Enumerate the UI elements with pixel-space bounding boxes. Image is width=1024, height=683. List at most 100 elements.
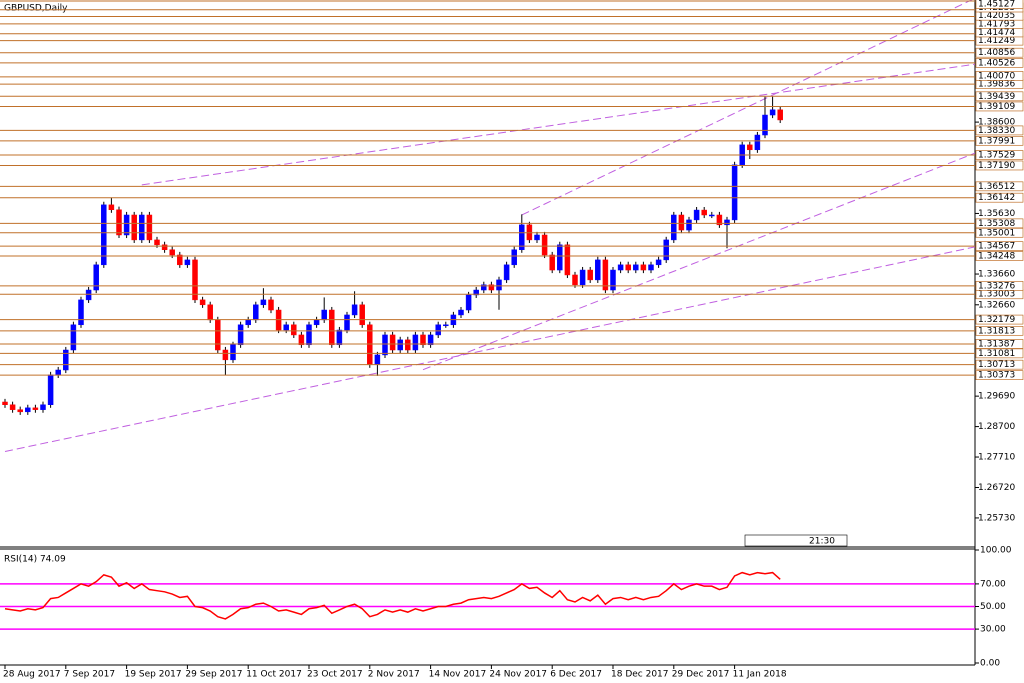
candle-body [693, 209, 700, 221]
y-tick-label: 1.28700 [978, 422, 1015, 432]
x-tick-label: 24 Nov 2017 [489, 670, 547, 680]
candle-body [283, 324, 289, 331]
candle-body [123, 214, 130, 236]
candle-body [777, 109, 783, 121]
candle-body [640, 264, 647, 271]
y-tick-label: 1.26720 [978, 483, 1015, 493]
candle-body [63, 349, 69, 371]
candle-body [291, 324, 297, 336]
candle-body [762, 114, 768, 136]
candle-body [93, 264, 99, 291]
level-label-box [975, 370, 1024, 380]
candle-body [237, 324, 244, 346]
timer-box: 21:30 [744, 534, 848, 547]
level-label: 1.42035 [978, 11, 1015, 21]
level-label-box [975, 339, 1024, 349]
candle-body [511, 249, 517, 266]
candle-body [412, 334, 419, 351]
candle-body [625, 264, 631, 271]
level-label-box [975, 325, 1024, 336]
candle-body [587, 269, 593, 281]
level-label: 1.30373 [978, 371, 1015, 381]
candle-body [564, 244, 571, 276]
level-label-box [975, 280, 1024, 291]
y-tick-label: 0.00 [980, 659, 1000, 669]
candle-body [595, 259, 601, 281]
level-label: 1.39109 [978, 102, 1015, 112]
candle-body [519, 224, 525, 250]
candle-body [473, 289, 479, 296]
candle-body [443, 324, 449, 327]
level-label: 1.45127 [978, 0, 1015, 10]
level-label: 1.31081 [978, 349, 1015, 359]
x-tick-label: 14 Nov 2017 [429, 670, 487, 680]
y-tick-label: 100.00 [980, 546, 1012, 556]
level-label-box [975, 241, 1024, 251]
candle-body [465, 294, 472, 311]
candle-body [754, 134, 761, 151]
level-label: 1.30713 [978, 360, 1015, 370]
candle-body [268, 299, 274, 311]
level-label-box [975, 101, 1024, 112]
level-label-box [975, 251, 1024, 261]
candle-body [336, 329, 343, 346]
level-label-box [975, 0, 1024, 9]
candle-body [382, 334, 388, 356]
x-tick-label: 11 Jan 2018 [733, 670, 787, 680]
candle-body [488, 284, 495, 291]
level-label-box [975, 192, 1024, 203]
candle-body [321, 309, 327, 321]
candle-body [709, 214, 715, 217]
level-label: 1.31813 [978, 326, 1015, 336]
rsi-line [4, 571, 781, 620]
level-label-box [975, 227, 1024, 238]
candle-body [534, 234, 540, 241]
candle-body [427, 334, 434, 346]
candle-body [458, 309, 464, 316]
candle-body [55, 369, 61, 376]
candle-body [329, 309, 335, 346]
y-tick-label: 50.00 [980, 602, 1006, 612]
level-label-box [975, 160, 1024, 171]
candle-body [139, 214, 145, 241]
candle-body [617, 264, 624, 271]
candle-body [70, 324, 77, 351]
candle-body [161, 244, 168, 250]
level-label: 1.38330 [978, 126, 1015, 136]
candle-body [747, 144, 753, 151]
candle-body [230, 344, 236, 361]
y-tick-label: 1.38600 [978, 118, 1015, 128]
level-label: 1.31387 [978, 339, 1015, 349]
level-label: 1.32179 [978, 315, 1015, 325]
candle-body [671, 214, 677, 241]
candle-body [298, 334, 305, 346]
candle-body [85, 289, 92, 301]
candle-body [215, 319, 221, 351]
level-label: 1.41249 [978, 36, 1015, 46]
candle-body [40, 404, 46, 410]
candle-body [260, 299, 267, 306]
x-tick-label: 7 Sep 2017 [64, 670, 115, 680]
candle-body [192, 259, 198, 301]
candle-body [731, 164, 738, 221]
level-label: 1.33003 [978, 290, 1015, 300]
level-label-box [975, 71, 1024, 81]
y-tick-label: 1.35630 [978, 209, 1015, 219]
candle-body [2, 401, 8, 406]
candle-body [116, 209, 122, 236]
candle-body [579, 269, 586, 286]
candle-body [101, 204, 107, 266]
candle-body [435, 324, 441, 336]
candle-body [610, 269, 616, 291]
candle-body [17, 409, 23, 413]
candle-body [686, 219, 692, 231]
candle-body [47, 374, 54, 406]
x-tick-label: 29 Sep 2017 [185, 670, 242, 680]
candle-body [351, 304, 358, 316]
y-tick-label: 1.32660 [978, 300, 1015, 310]
level-label-box [975, 125, 1024, 136]
candle-body [207, 304, 213, 321]
level-label-box [975, 58, 1024, 68]
x-tick-label: 6 Dec 2017 [550, 670, 602, 680]
